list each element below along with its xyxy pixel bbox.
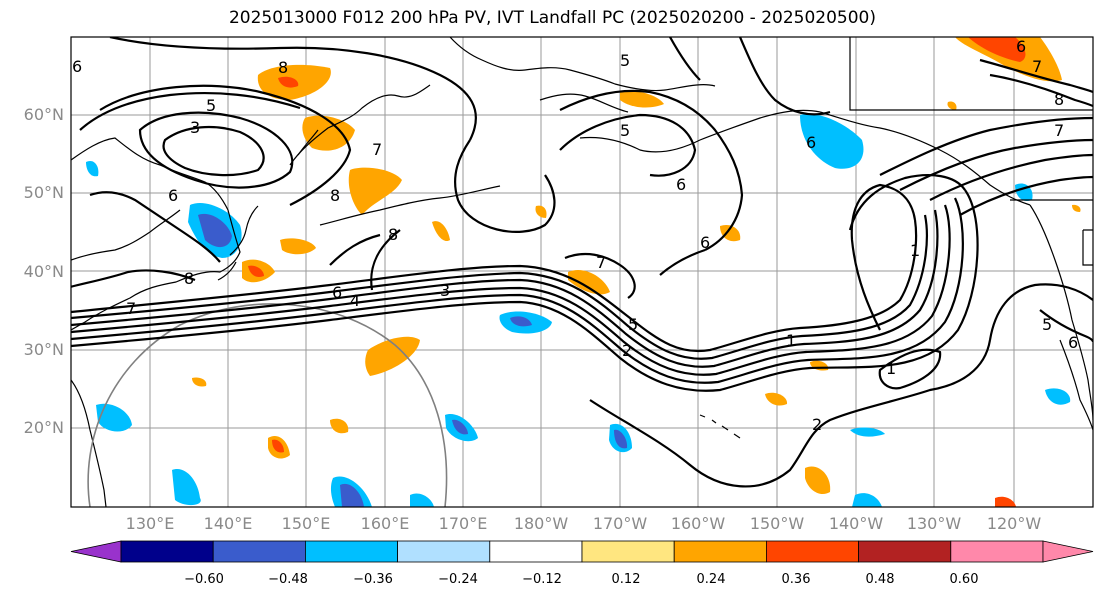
contour-label: 7 bbox=[1032, 57, 1042, 76]
contour-label: 1 bbox=[886, 359, 896, 378]
coastlines bbox=[71, 37, 1093, 507]
colorbar-tick-label: −0.24 bbox=[438, 572, 478, 587]
lon-label: 170°W bbox=[592, 514, 648, 533]
contour-label: 7 bbox=[372, 140, 382, 159]
contour-label: 8 bbox=[330, 186, 340, 205]
colorbar-segment bbox=[950, 540, 1044, 563]
colorbar-segment bbox=[304, 540, 398, 563]
lat-label: 40°N bbox=[23, 262, 64, 281]
contour-label: 8 bbox=[1054, 90, 1064, 109]
lon-label: 130°W bbox=[906, 514, 962, 533]
lon-label: 160°W bbox=[670, 514, 726, 533]
colorbar-segment bbox=[212, 540, 306, 563]
colorbar-tick-label: −0.48 bbox=[268, 572, 308, 587]
contour-label: 2 bbox=[812, 415, 822, 434]
contour-label: 1 bbox=[910, 241, 920, 260]
pv-shading-negative bbox=[86, 114, 1071, 507]
colorbar bbox=[70, 540, 1094, 563]
lon-label: 120°W bbox=[986, 514, 1042, 533]
contour-label: 5 bbox=[1042, 315, 1052, 334]
contour-label: 6 bbox=[332, 283, 342, 302]
contour-label: 5 bbox=[206, 96, 216, 115]
contour-label: 6 bbox=[1016, 37, 1026, 56]
contour-label: 3 bbox=[440, 281, 450, 300]
contour-label: 6 bbox=[1068, 333, 1078, 352]
contour-label: 2 bbox=[622, 341, 632, 360]
colorbar-segment bbox=[581, 540, 675, 563]
contour-label: 1 bbox=[786, 331, 796, 350]
colorbar-tick-label: 0.48 bbox=[865, 572, 895, 587]
colorbar-segment bbox=[120, 540, 214, 563]
colorbar-segment bbox=[489, 540, 583, 563]
contour-label: 6 bbox=[168, 186, 178, 205]
contour-label: 8 bbox=[278, 58, 288, 77]
contour-label: 8 bbox=[184, 269, 194, 288]
lon-label: 160°E bbox=[360, 514, 410, 533]
lon-label: 140°W bbox=[828, 514, 884, 533]
contour-label: 7 bbox=[126, 299, 136, 318]
colorbar-tick-label: −0.12 bbox=[522, 572, 562, 587]
lon-label: 130°E bbox=[125, 514, 175, 533]
contour-label: 4 bbox=[350, 291, 360, 310]
colorbar-tick-label: −0.60 bbox=[184, 572, 224, 587]
colorbar-segment bbox=[673, 540, 767, 563]
contour-label: 6 bbox=[676, 175, 686, 194]
contour-label: 6 bbox=[72, 57, 82, 76]
lon-label: 140°E bbox=[203, 514, 253, 533]
contour-label: 7 bbox=[1054, 121, 1064, 140]
colorbar-tick-label: 0.12 bbox=[611, 572, 641, 587]
lon-label: 150°W bbox=[749, 514, 805, 533]
lat-label: 30°N bbox=[23, 340, 64, 359]
contour-label: 7 bbox=[596, 253, 606, 272]
colorbar-tick-label: 0.24 bbox=[696, 572, 726, 587]
colorbar-segment bbox=[766, 540, 860, 563]
lat-label: 50°N bbox=[23, 183, 64, 202]
contour-label: 3 bbox=[190, 118, 200, 137]
colorbar-segment bbox=[397, 540, 491, 563]
contour-label: 5 bbox=[620, 51, 630, 70]
colorbar-tick-label: −0.36 bbox=[353, 572, 393, 587]
contour-label: 6 bbox=[700, 233, 710, 252]
colorbar-extend-max bbox=[1042, 540, 1094, 563]
colorbar-segment bbox=[858, 540, 952, 563]
colorbar-extend-min bbox=[70, 540, 122, 563]
map-title: 2025013000 F012 200 hPa PV, IVT Landfall… bbox=[228, 8, 876, 28]
lat-label: 20°N bbox=[23, 418, 64, 437]
contour-label: 5 bbox=[620, 121, 630, 140]
lon-label: 180°W bbox=[513, 514, 569, 533]
contour-labels: 5 3 7 8 6 8 8 7 6 4 3 5 5 6 6 7 5 2 1 1 … bbox=[72, 37, 1078, 434]
pv-contours bbox=[71, 37, 1093, 488]
contour-label: 8 bbox=[388, 225, 398, 244]
lon-label: 170°E bbox=[438, 514, 488, 533]
lat-label: 60°N bbox=[23, 105, 64, 124]
contour-label: 6 bbox=[806, 133, 816, 152]
contour-label: 5 bbox=[628, 315, 638, 334]
map-frame bbox=[70, 36, 1094, 508]
colorbar-tick-label: 0.60 bbox=[949, 572, 979, 587]
lon-label: 150°E bbox=[281, 514, 331, 533]
range-circle bbox=[87, 303, 448, 507]
colorbar-tick-label: 0.36 bbox=[781, 572, 811, 587]
